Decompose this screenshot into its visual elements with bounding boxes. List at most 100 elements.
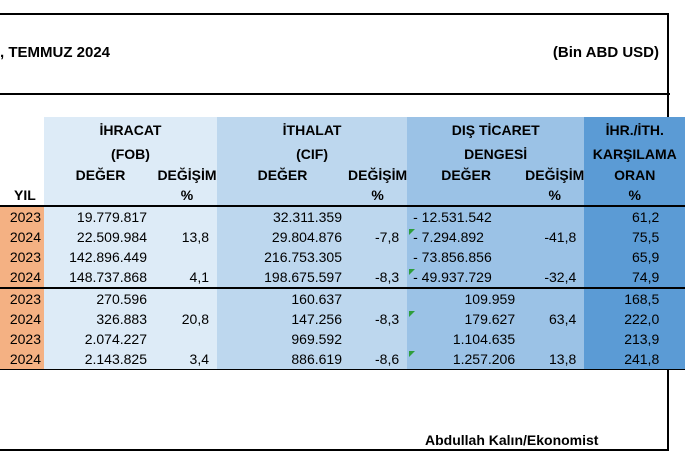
dis-ticaret-value: - 49.937.729 — [407, 267, 526, 289]
ihracat-change — [157, 205, 217, 227]
ihracat-change: 3,4 — [157, 349, 217, 370]
oran-header: İHR./İTH. KARŞILAMA — [584, 117, 686, 165]
ithalat-value: 160.637 — [217, 287, 348, 309]
oran-value: 75,5 — [584, 227, 686, 247]
ihracat-value: 19.779.817 — [44, 205, 157, 227]
dis-deger-header: DEĞER — [407, 165, 526, 185]
error-marker-icon — [409, 229, 416, 235]
ithalat-change: -8,3 — [348, 309, 408, 329]
dis-ticaret-change — [525, 205, 585, 227]
oran-value: 65,9 — [584, 247, 686, 267]
dis-ticaret-value: 1.257.206 — [407, 349, 526, 370]
ihracat-change: 20,8 — [157, 309, 217, 329]
ithalat-deger-header: DEĞER — [217, 165, 348, 185]
oran-value: 222,0 — [584, 309, 686, 329]
ihracat-change — [157, 329, 217, 349]
yil-cell: 2024 — [0, 349, 44, 370]
dis-ticaret-header: DIŞ TİCARET DENGESİ — [407, 117, 585, 165]
dis-ticaret-change — [525, 247, 585, 267]
signature: Abdullah Kalın/Ekonomist — [425, 432, 599, 448]
ithalat-value: 29.804.876 — [217, 227, 348, 247]
table-row: 2024 326.883 20,8 147.256 -8,3 179.627 63,4 222… — [0, 309, 686, 329]
oran-value: 213,9 — [584, 329, 686, 349]
ithalat-change — [348, 205, 408, 227]
yil-cell: 2023 — [0, 205, 44, 227]
ihracat-deger-header: DEĞER — [44, 165, 157, 185]
table-row: 2024 2.143.825 3,4 886.619 -8,6 1.257.206 13,8… — [0, 349, 686, 370]
dis-ticaret-change: 63,4 — [525, 309, 585, 329]
ihracat-degisim-header: DEĞİŞİM — [157, 165, 217, 185]
dis-ticaret-value: - 73.856.856 — [407, 247, 526, 267]
ihracat-value: 2.143.825 — [44, 349, 157, 370]
ihracat-value: 270.596 — [44, 287, 157, 309]
yil-cell: 2024 — [0, 309, 44, 329]
table-row: 2023 19.779.817 32.311.359 - 12.531.542 61,2 — [0, 205, 686, 227]
yil-cell: 2023 — [0, 287, 44, 309]
dis-ticaret-value: 1.104.635 — [407, 329, 526, 349]
error-marker-icon — [409, 351, 416, 357]
dis-ticaret-change: -32,4 — [525, 267, 585, 289]
oran-value: 168,5 — [584, 287, 686, 309]
ithalat-value: 147.256 — [217, 309, 348, 329]
dis-ticaret-change — [525, 287, 585, 309]
oran-value: 74,9 — [584, 267, 686, 289]
ihracat-value: 326.883 — [44, 309, 157, 329]
ihracat-change — [157, 247, 217, 267]
table-row: 2023 2.074.227 969.592 1.104.635 213,9 — [0, 329, 686, 349]
ihracat-value: 142.896.449 — [44, 247, 157, 267]
dis-ticaret-change — [525, 329, 585, 349]
ithalat-change: -7,8 — [348, 227, 408, 247]
ithalat-subtitle: (CIF) — [296, 146, 328, 162]
ithalat-value: 969.592 — [217, 329, 348, 349]
dis-ticaret-value: - 7.294.892 — [407, 227, 526, 247]
page-title: , TEMMUZ 2024 — [0, 44, 111, 61]
oran-value: 241,8 — [584, 349, 686, 370]
ihracat-subtitle: (FOB) — [111, 146, 150, 162]
ithalat-change — [348, 287, 408, 309]
error-marker-icon — [409, 311, 416, 317]
ithalat-title: İTHALAT — [282, 122, 342, 138]
dis-ticaret-subtitle: DENGESİ — [464, 146, 528, 162]
dis-ticaret-change: 13,8 — [525, 349, 585, 370]
table-row: 2024 22.509.984 13,8 29.804.876 -7,8- 7.294.… — [0, 227, 686, 247]
dis-ticaret-value: 109.959 — [407, 287, 526, 309]
yil-cell: 2023 — [0, 329, 44, 349]
error-marker-icon — [409, 269, 416, 275]
oran-subtitle: KARŞILAMA — [592, 146, 677, 162]
oran-percent-header: % — [584, 185, 686, 207]
ihracat-header: İHRACAT (FOB) — [44, 117, 217, 165]
dis-ticaret-title: DIŞ TİCARET — [451, 122, 540, 138]
yil-header: YIL — [14, 187, 36, 203]
ithalat-change — [348, 329, 408, 349]
dis-ticaret-change: -41,8 — [525, 227, 585, 247]
table-row: 2023 270.596 160.637 109.959 168,5 — [0, 287, 686, 309]
ithalat-percent-header: % — [348, 185, 408, 207]
ihracat-change: 4,1 — [157, 267, 217, 289]
ihracat-change — [157, 287, 217, 309]
ithalat-value: 198.675.597 — [217, 267, 348, 289]
yil-cell: 2024 — [0, 227, 44, 247]
ithalat-value: 32.311.359 — [217, 205, 348, 227]
yil-cell: 2024 — [0, 267, 44, 289]
empty-header — [0, 117, 44, 165]
oran-title: İHR./İTH. — [605, 122, 664, 138]
ihracat-title: İHRACAT — [99, 122, 162, 138]
table-row: 2024 148.737.868 4,1 198.675.597 -8,3- 49.93… — [0, 267, 686, 289]
ithalat-value: 216.753.305 — [217, 247, 348, 267]
unit-label: (Bin ABD USD) — [552, 44, 659, 61]
ihracat-value: 22.509.984 — [44, 227, 157, 247]
ithalat-degisim-header: DEĞİŞİM — [348, 165, 408, 185]
table-row: 2023 142.896.449 216.753.305 - 73.856.856 65… — [0, 247, 686, 267]
oran-value: 61,2 — [584, 205, 686, 227]
trade-table: İHRACAT (FOB) İTHALAT (CIF) DIŞ TİCARET … — [0, 117, 686, 370]
oran-sub-header: ORAN — [584, 165, 686, 185]
ihracat-percent-header: % — [157, 185, 217, 207]
ihracat-value: 2.074.227 — [44, 329, 157, 349]
ithalat-change: -8,6 — [348, 349, 408, 370]
dis-percent-header: % — [525, 185, 585, 207]
ihracat-change: 13,8 — [157, 227, 217, 247]
ithalat-change — [348, 247, 408, 267]
divider — [0, 93, 670, 95]
ithalat-header: İTHALAT (CIF) — [217, 117, 408, 165]
dis-ticaret-value: - 12.531.542 — [407, 205, 526, 227]
